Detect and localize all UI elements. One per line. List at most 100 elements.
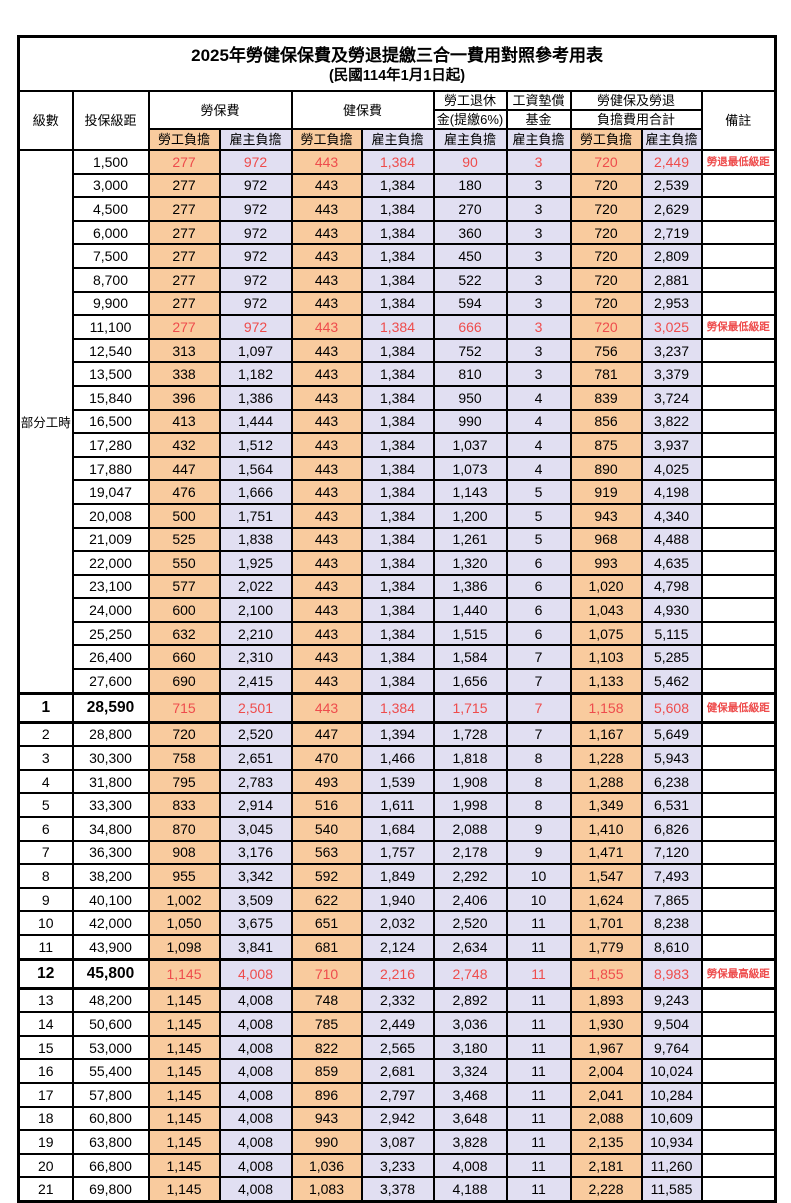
cell-pension-employer: 1,515 xyxy=(432,620,508,647)
cell-total-employer: 11,585 xyxy=(640,1176,703,1203)
cell-pension-employer: 1,386 xyxy=(432,573,508,600)
group-label-cell: 部分工時 xyxy=(17,148,74,695)
cell-remark xyxy=(700,792,777,819)
cell-total-employer: 10,024 xyxy=(640,1058,703,1084)
cell-pension-employer: 810 xyxy=(432,361,508,387)
cell-health-employee: 443 xyxy=(290,479,363,505)
cell-pension-employer: 594 xyxy=(432,290,508,317)
cell-labor-employee: 833 xyxy=(147,792,221,819)
cell-fund-employer: 8 xyxy=(505,792,572,819)
cell-total-employer: 3,237 xyxy=(640,337,703,364)
cell-labor-employer: 4,008 xyxy=(218,1034,293,1061)
cell-total-employee: 720 xyxy=(569,290,643,317)
cell-labor-employee: 277 xyxy=(147,243,221,269)
cell-health-employer: 1,384 xyxy=(360,526,435,553)
cell-remark xyxy=(700,172,777,199)
cell-health-employer: 3,378 xyxy=(360,1176,435,1203)
cell-health-employee: 443 xyxy=(290,196,363,222)
cell-level: 7 xyxy=(17,839,74,866)
cell-health-employer: 1,384 xyxy=(360,408,435,435)
cell-labor-employee: 396 xyxy=(147,384,221,411)
cell-health-employer: 2,124 xyxy=(360,933,435,961)
cell-pension-employer: 950 xyxy=(432,384,508,411)
cell-remark xyxy=(700,243,777,269)
cell-health-employer: 1,384 xyxy=(360,550,435,576)
cell-bracket: 23,100 xyxy=(71,573,150,600)
cell-labor-employer: 972 xyxy=(218,196,293,222)
cell-bracket: 21,009 xyxy=(71,526,150,553)
cell-remark xyxy=(700,1034,777,1061)
cell-level: 20 xyxy=(17,1152,74,1179)
cell-bracket: 11,100 xyxy=(71,314,150,340)
cell-total-employer: 2,881 xyxy=(640,266,703,293)
table-row: 8,700 277 972 443 1,384 522 3 720 2,881 xyxy=(19,266,777,293)
cell-labor-employer: 3,841 xyxy=(218,933,293,961)
cell-labor-employee: 1,145 xyxy=(147,1058,221,1084)
cell-labor-employer: 972 xyxy=(218,149,293,175)
cell-bracket: 12,540 xyxy=(71,337,150,364)
cell-labor-employee: 476 xyxy=(147,479,221,505)
cell-bracket: 7,500 xyxy=(71,243,150,269)
header-row-3: 勞工負擔 雇主負擔 勞工負擔 雇主負擔 雇主負擔 雇主負擔 勞工負擔 雇主負擔 xyxy=(19,128,776,151)
cell-labor-employer: 4,008 xyxy=(218,1011,293,1037)
header-total-top: 勞健保及勞退 xyxy=(569,90,703,111)
cell-level: 1 xyxy=(17,691,74,724)
cell-health-employer: 1,384 xyxy=(360,196,435,222)
table-row: 6,000 277 972 443 1,384 360 3 720 2,719 xyxy=(19,219,777,246)
cell-remark xyxy=(700,1176,777,1203)
cell-health-employee: 681 xyxy=(290,933,363,961)
cell-fund-employer: 7 xyxy=(505,721,572,748)
fee-table: 2025年勞健保保費及勞退提繳三合一費用對照參考用表 (民國114年1月1日起)… xyxy=(17,35,778,1203)
cell-bracket: 25,250 xyxy=(71,620,150,647)
cell-health-employee: 443 xyxy=(290,266,363,293)
cell-total-employee: 1,410 xyxy=(569,816,643,842)
cell-pension-employer: 1,908 xyxy=(432,768,508,795)
cell-labor-employee: 1,145 xyxy=(147,1152,221,1179)
cell-total-employee: 1,103 xyxy=(569,644,643,671)
cell-bracket: 16,500 xyxy=(71,408,150,435)
cell-health-employer: 1,384 xyxy=(360,455,435,482)
cell-remark xyxy=(700,479,777,505)
header-pension-bottom: 金(提繳6%) xyxy=(432,109,508,130)
cell-bracket: 26,400 xyxy=(71,644,150,671)
cell-fund-employer: 11 xyxy=(505,1105,572,1132)
cell-labor-employer: 972 xyxy=(218,172,293,199)
cell-total-employer: 4,488 xyxy=(640,526,703,553)
cell-fund-employer: 10 xyxy=(505,886,572,913)
table-row: 16,500 413 1,444 443 1,384 990 4 856 3,822 xyxy=(19,408,777,435)
table-row: 7 36,300 908 3,176 563 1,757 2,178 9 1,471 7,120 xyxy=(17,839,777,866)
cell-total-employer: 3,822 xyxy=(640,408,703,435)
table-row: 19,047 476 1,666 443 1,384 1,143 5 919 4,198 xyxy=(19,479,777,505)
cell-health-employee: 622 xyxy=(290,886,363,913)
cell-labor-employee: 277 xyxy=(147,219,221,246)
cell-labor-employee: 1,098 xyxy=(147,933,221,961)
cell-health-employer: 1,384 xyxy=(360,361,435,387)
cell-fund-employer: 10 xyxy=(505,863,572,889)
cell-bracket: 31,800 xyxy=(71,768,150,795)
table-row: 15 53,000 1,145 4,008 822 2,565 3,180 11 1,967 9,… xyxy=(17,1034,777,1061)
table-row: 27,600 690 2,415 443 1,384 1,656 7 1,133 5,462 xyxy=(19,668,777,695)
cell-labor-employee: 908 xyxy=(147,839,221,866)
cell-total-employee: 720 xyxy=(569,149,643,175)
cell-remark xyxy=(700,432,777,458)
cell-labor-employer: 1,564 xyxy=(218,455,293,482)
cell-pension-employer: 3,648 xyxy=(432,1105,508,1132)
table-row: 12 45,800 1,145 4,008 710 2,216 2,748 11 1,855 8,… xyxy=(17,957,777,990)
cell-labor-employer: 2,415 xyxy=(218,668,293,695)
subheader-total-employee: 勞工負擔 xyxy=(569,128,643,151)
cell-pension-employer: 4,188 xyxy=(432,1176,508,1203)
cell-remark xyxy=(700,573,777,600)
cell-labor-employer: 972 xyxy=(218,266,293,293)
cell-remark xyxy=(700,721,777,748)
cell-health-employer: 2,449 xyxy=(360,1011,435,1037)
cell-total-employer: 5,649 xyxy=(640,721,703,748)
cell-remark xyxy=(700,1058,777,1084)
table-row: 11 43,900 1,098 3,841 681 2,124 2,634 11 1,779 8,… xyxy=(17,933,777,961)
table-row: 23,100 577 2,022 443 1,384 1,386 6 1,020 4,798 xyxy=(19,573,777,600)
cell-health-employee: 443 xyxy=(290,337,363,364)
cell-labor-employer: 1,925 xyxy=(218,550,293,576)
cell-bracket: 19,047 xyxy=(71,479,150,505)
cell-bracket: 38,200 xyxy=(71,863,150,889)
cell-fund-employer: 3 xyxy=(505,266,572,293)
cell-health-employee: 443 xyxy=(290,314,363,340)
